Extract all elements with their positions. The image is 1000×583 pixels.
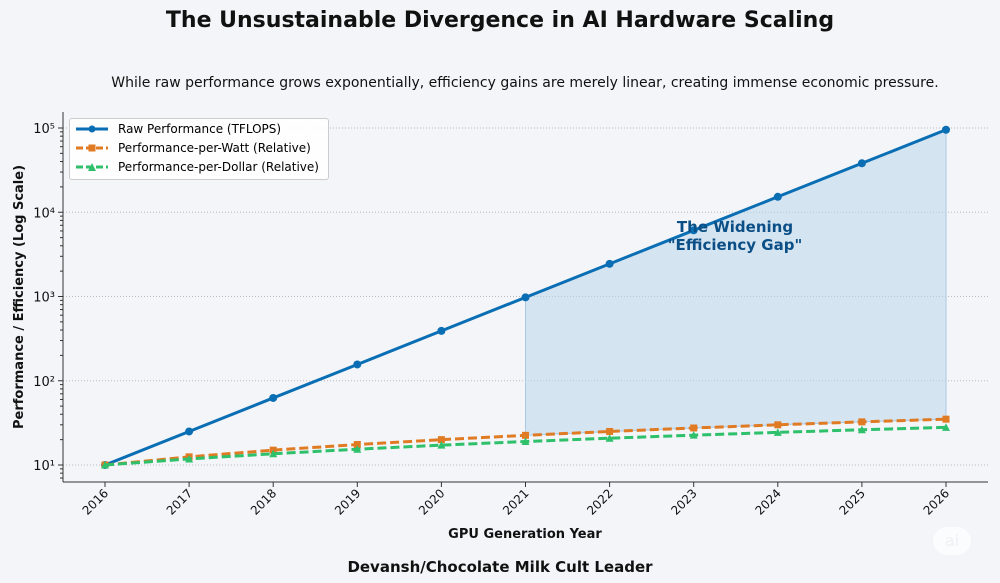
data-point (942, 415, 950, 423)
legend-marker-raw (76, 125, 108, 132)
x-tick-label: 2022 (584, 486, 615, 517)
x-tick-label: 2018 (248, 486, 279, 517)
data-point (353, 360, 362, 369)
legend-label: Raw Performance (TFLOPS) (118, 121, 282, 136)
data-point (521, 293, 530, 302)
data-point (774, 421, 782, 429)
x-tick-label: 2025 (837, 486, 868, 517)
data-point (269, 393, 278, 402)
data-point (605, 259, 614, 268)
legend-item-dollar: Performance-per-Dollar (Relative) (70, 157, 328, 176)
data-point (689, 431, 698, 439)
data-point (942, 125, 950, 134)
x-tick-label: 2021 (500, 486, 531, 517)
data-point (185, 454, 194, 463)
footer-credit: Devansh/Chocolate Milk Cult Leader (347, 558, 653, 576)
data-point (437, 436, 445, 444)
legend-item-watt: Performance-per-Watt (Relative) (70, 138, 328, 157)
x-tick-label: 2026 (921, 486, 952, 517)
x-axis-label: GPU Generation Year (448, 527, 602, 542)
legend-item-raw: Raw Performance (TFLOPS) (70, 119, 328, 138)
watermark-logo: ai (933, 527, 971, 555)
y-axis-label: Performance / Efficiency (Log Scale) (12, 165, 27, 429)
data-point (942, 423, 950, 431)
data-point (606, 427, 614, 435)
x-tick-label: 2019 (332, 486, 363, 517)
y-tick-label: 10² (33, 375, 55, 390)
data-point (353, 441, 361, 449)
data-point (522, 431, 529, 439)
x-tick-label: 2020 (416, 486, 447, 517)
chart-subtitle: While raw performance grows exponentiall… (111, 75, 939, 91)
data-point (690, 424, 698, 432)
y-tick-label: 10⁵ (33, 122, 55, 137)
data-point (605, 434, 614, 442)
efficiency-gap-region (525, 128, 947, 436)
annotation-text: The Widening (677, 218, 793, 236)
chart-title: The Unsustainable Divergence in AI Hardw… (165, 8, 835, 33)
x-tick-label: 2023 (668, 486, 699, 517)
legend-marker-dollar (76, 162, 108, 171)
data-point (773, 192, 782, 201)
y-tick-label: 10⁴ (33, 206, 55, 221)
y-tick-label: 10³ (33, 291, 55, 306)
x-tick-label: 2024 (752, 486, 783, 517)
data-point (521, 437, 530, 446)
data-point (353, 445, 362, 453)
x-tick-label: 2017 (164, 486, 195, 517)
annotation-text: "Efficiency Gap" (668, 236, 803, 254)
data-point (857, 425, 866, 434)
data-point (689, 226, 698, 235)
legend-marker-watt (76, 144, 108, 151)
data-point (857, 159, 866, 168)
data-point (269, 449, 278, 458)
legend: Raw Performance (TFLOPS) Performance-per… (69, 118, 329, 180)
data-point (185, 427, 194, 436)
legend-label: Performance-per-Watt (Relative) (118, 140, 311, 155)
data-point (437, 326, 446, 335)
y-tick-label: 10¹ (33, 459, 55, 474)
data-point (437, 441, 446, 449)
legend-label: Performance-per-Dollar (Relative) (118, 159, 319, 174)
x-tick-label: 2016 (80, 486, 111, 517)
data-point (101, 461, 109, 469)
data-point (858, 418, 866, 426)
data-point (773, 428, 782, 436)
